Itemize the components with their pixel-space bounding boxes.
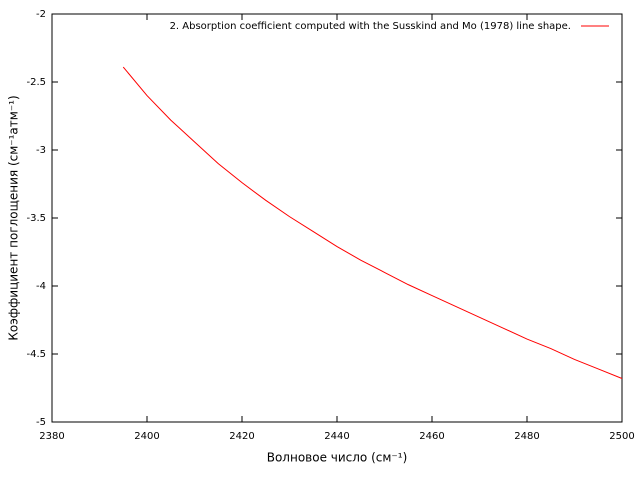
legend-label: 2. Absorption coefficient computed with … bbox=[170, 21, 571, 32]
y-tick-label: -3.5 bbox=[26, 213, 46, 224]
x-tick-label: 2480 bbox=[514, 431, 539, 442]
y-tick-label: -3 bbox=[36, 145, 46, 156]
plot-border bbox=[51, 13, 623, 423]
y-tick-label: -4 bbox=[36, 281, 46, 292]
y-tick-label: -2 bbox=[36, 9, 46, 20]
y-tick-label: -5 bbox=[36, 417, 46, 428]
x-tick-label: 2440 bbox=[324, 431, 349, 442]
x-tick-label: 2380 bbox=[39, 431, 64, 442]
x-tick-label: 2400 bbox=[134, 431, 159, 442]
y-axis-label: Коэффициент поглощения (см⁻¹атм⁻¹) bbox=[7, 95, 21, 340]
y-tick-label: -4.5 bbox=[26, 349, 46, 360]
x-axis-label: Волновое число (см⁻¹) bbox=[267, 451, 408, 465]
x-tick-label: 2500 bbox=[609, 431, 634, 442]
x-tick-label: 2420 bbox=[229, 431, 254, 442]
x-tick-label: 2460 bbox=[419, 431, 444, 442]
y-tick-label: -2.5 bbox=[26, 77, 46, 88]
data-line bbox=[122, 66, 623, 379]
